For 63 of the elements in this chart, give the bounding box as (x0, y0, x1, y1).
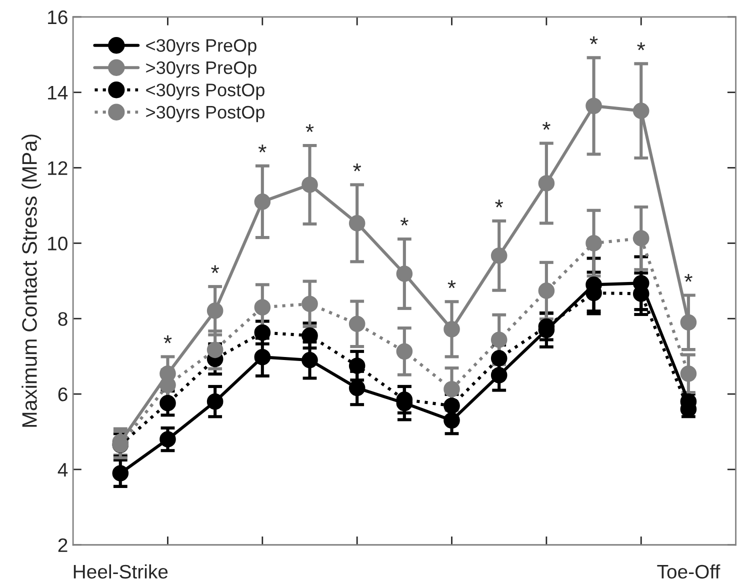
point (302, 327, 318, 344)
data-label: * (684, 274, 692, 282)
point (680, 366, 697, 382)
point (348, 380, 366, 396)
data-label: * (164, 335, 172, 344)
point (160, 431, 176, 448)
data-label: * (590, 36, 598, 44)
point (206, 393, 224, 410)
point (490, 350, 508, 366)
y-tick-label: 16 (48, 10, 68, 24)
point (302, 176, 318, 193)
point (254, 299, 271, 316)
y-tick-label: 10 (48, 236, 68, 250)
point (348, 316, 366, 332)
point (160, 394, 176, 412)
x-tick-label: Heel-Strike (74, 564, 168, 579)
point (632, 230, 650, 246)
point (396, 343, 413, 360)
point (206, 302, 224, 319)
data-label: * (448, 280, 456, 288)
point (302, 296, 318, 312)
legend-label: <30yrs PostOp (146, 84, 264, 100)
legend-label: >30yrs PreOp (146, 61, 256, 78)
data-label: * (542, 122, 550, 130)
data-label: * (258, 144, 266, 152)
point (254, 194, 271, 210)
y-tick-label: 6 (58, 388, 68, 402)
point (538, 175, 555, 192)
point (348, 215, 366, 232)
point (444, 398, 460, 414)
point (680, 314, 697, 331)
y-tick-label: 14 (48, 86, 68, 100)
point (396, 266, 413, 282)
point (112, 465, 129, 482)
data-label: * (306, 124, 314, 132)
point (444, 321, 460, 338)
point (302, 352, 318, 368)
point (254, 324, 271, 341)
legend-label: <30yrs PreOp (146, 39, 256, 56)
point (586, 98, 602, 114)
legend-label: >30yrs PostOp (146, 106, 264, 122)
point (538, 282, 555, 299)
y-tick-label: 12 (48, 161, 68, 175)
point (254, 348, 271, 366)
data-label: * (211, 265, 220, 274)
point (490, 367, 508, 384)
point (444, 380, 460, 398)
data-label: * (495, 200, 504, 208)
point (444, 412, 460, 429)
y-axis-title: Maximum Contact Stress (MPa) (22, 134, 42, 427)
point (586, 235, 602, 252)
data-label: * (637, 42, 646, 50)
y-tick-label: 8 (58, 312, 68, 326)
data-label: * (400, 218, 408, 226)
point (490, 332, 508, 348)
point (348, 358, 366, 374)
data-label: * (353, 163, 362, 172)
point (632, 102, 650, 119)
y-tick-label: 4 (58, 463, 68, 476)
x-tick-label: Toe-Off (657, 564, 720, 579)
point (206, 342, 224, 358)
y-tick-label: 2 (58, 538, 68, 552)
point (490, 247, 508, 264)
